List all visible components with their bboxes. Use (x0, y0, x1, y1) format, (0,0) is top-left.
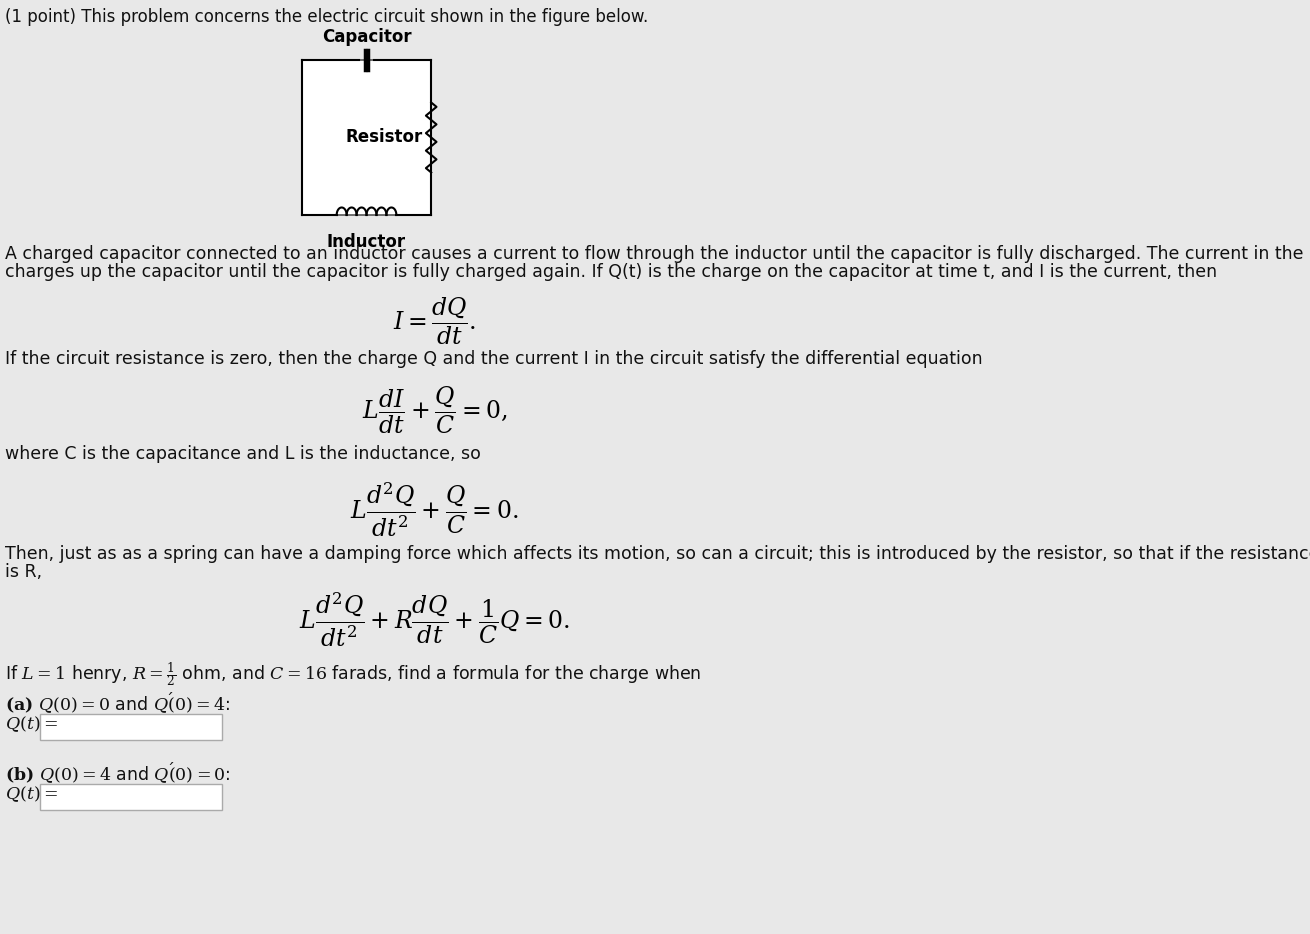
Text: $L\dfrac{d^2Q}{dt^2} + \dfrac{Q}{C} = 0.$: $L\dfrac{d^2Q}{dt^2} + \dfrac{Q}{C} = 0.… (350, 480, 519, 539)
Text: (1 point) This problem concerns the electric circuit shown in the figure below.: (1 point) This problem concerns the elec… (5, 8, 648, 26)
Text: $Q(t) =$: $Q(t) =$ (5, 714, 58, 734)
Text: where C is the capacitance and L is the inductance, so: where C is the capacitance and L is the … (5, 445, 481, 463)
Text: is R,: is R, (5, 563, 42, 581)
Text: $Q(t) =$: $Q(t) =$ (5, 784, 58, 803)
Text: $L\dfrac{d^2Q}{dt^2} + R\dfrac{dQ}{dt} + \dfrac{1}{C}Q = 0.$: $L\dfrac{d^2Q}{dt^2} + R\dfrac{dQ}{dt} +… (299, 590, 570, 649)
Text: Then, just as as a spring can have a damping force which affects its motion, so : Then, just as as a spring can have a dam… (5, 545, 1310, 563)
Bar (301, 60, 431, 215)
Text: If the circuit resistance is zero, then the charge Q and the current I in the ci: If the circuit resistance is zero, then … (5, 350, 982, 368)
Text: If $L = 1$ henry, $R = \frac{1}{2}$ ohm, and $C = 16$ farads, find a formula for: If $L = 1$ henry, $R = \frac{1}{2}$ ohm,… (5, 660, 702, 688)
Bar (39, 714, 223, 740)
Text: $\mathbf{(a)}$ $Q(0) = 0$ and $Q\'(0) = 4$:: $\mathbf{(a)}$ $Q(0) = 0$ and $Q\'(0) = … (5, 690, 231, 715)
Text: $I = \dfrac{dQ}{dt}.$: $I = \dfrac{dQ}{dt}.$ (393, 296, 476, 347)
Text: A charged capacitor connected to an inductor causes a current to flow through th: A charged capacitor connected to an indu… (5, 245, 1310, 263)
Text: $\mathbf{(b)}$ $Q(0) = 4$ and $Q\'(0) = 0$:: $\mathbf{(b)}$ $Q(0) = 4$ and $Q\'(0) = … (5, 760, 231, 785)
Bar (39, 784, 223, 810)
Text: Inductor: Inductor (328, 233, 406, 251)
Text: $L\dfrac{dI}{dt} + \dfrac{Q}{C} = 0,$: $L\dfrac{dI}{dt} + \dfrac{Q}{C} = 0,$ (362, 385, 507, 436)
Text: Capacitor: Capacitor (322, 28, 411, 46)
Text: charges up the capacitor until the capacitor is fully charged again. If Q(t) is : charges up the capacitor until the capac… (5, 263, 1217, 281)
Text: Resistor: Resistor (346, 129, 423, 147)
